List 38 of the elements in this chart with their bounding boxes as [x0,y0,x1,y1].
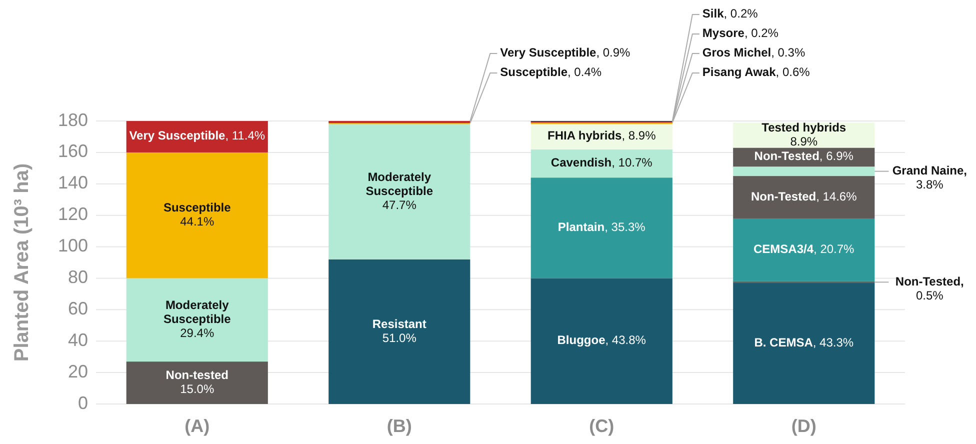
series-label: Cavendish, 10.7% [550,156,653,170]
y-tick-label: 180 [58,110,88,130]
series-label: Non-Tested, 14.6% [750,189,858,204]
text: Susceptible, 0.4% [500,65,602,80]
text: Pisang Awak, 0.6% [702,65,810,80]
x-tick-label: (B) [386,416,412,436]
series-label: Very Susceptible, 11.4% [129,128,266,143]
series-label: Non-tested 15.0% [166,368,228,396]
text: Gros Michel, 0.3% [702,46,806,60]
series-label: Non-Tested, 6.9% [754,149,854,164]
x-tick-label: (D) [791,416,816,436]
x-tick-label: (A) [184,416,210,436]
y-tick-label: 60 [68,298,88,318]
legend-label: Mysore, 0.2% [702,26,779,40]
series-label: Tested hybrids 8.9% [762,120,846,148]
y-tick-label: 140 [58,172,88,193]
series-label: B. CEMSA, 43.3% [754,336,854,350]
series-label: Plantain, 35.3% [558,220,646,234]
series-label: CEMSA3/4, 20.7% [754,242,855,256]
series-label: Susceptible 44.1% [163,200,232,229]
y-tick-label: 160 [58,141,88,162]
series-label: Moderately Susceptible 29.4% [163,298,232,340]
series-label: Moderately Susceptible 47.7% [366,170,434,212]
y-axis-title: Planted Area (10³ ha) [11,163,33,362]
series-label: Grand Naine, 3.8% [892,163,968,192]
series-label: Resistant 51.0% [372,316,426,345]
series-label: Non-Tested, 0.5% [895,274,964,302]
x-tick-label: (C) [589,416,614,436]
text: Very Susceptible, 0.9% [500,46,631,60]
y-tick-label: 20 [68,361,88,382]
y-tick-label: 120 [58,204,88,224]
y-tick-label: 80 [68,266,88,287]
y-tick-label: 40 [68,330,88,350]
y-tick-label: 100 [58,236,88,256]
series-label: FHIA hybrids, 8.9% [547,128,656,143]
series-label: Bluggoe, 43.8% [557,333,646,348]
text: Silk, 0.2% [702,6,758,21]
y-tick-label: 0 [78,392,88,413]
